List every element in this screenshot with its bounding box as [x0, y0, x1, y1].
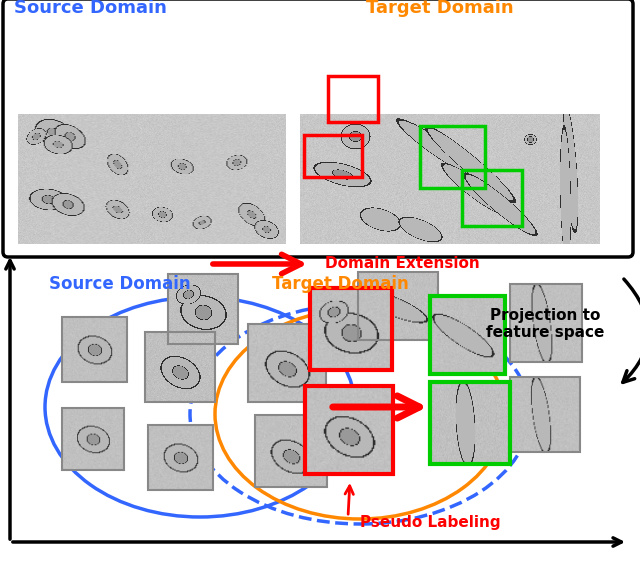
Text: Source Domain: Source Domain: [49, 275, 191, 293]
Text: Domain Extension: Domain Extension: [325, 256, 480, 271]
Bar: [310, 288, 392, 370]
FancyBboxPatch shape: [3, 0, 633, 257]
Bar: [430, 296, 505, 374]
Bar: [358, 272, 438, 340]
Bar: [62, 408, 124, 470]
Text: Pseudo Labeling: Pseudo Labeling: [360, 514, 500, 529]
Bar: [62, 317, 127, 382]
Text: Target Domain: Target Domain: [271, 275, 408, 293]
Text: Source Domain: Source Domain: [13, 0, 166, 17]
Bar: [168, 274, 238, 344]
Bar: [328, 76, 378, 122]
Bar: [255, 415, 327, 487]
Bar: [305, 386, 393, 474]
Bar: [148, 425, 213, 490]
Bar: [430, 382, 510, 464]
Text: Target Domain: Target Domain: [366, 0, 514, 17]
FancyArrowPatch shape: [623, 279, 640, 382]
Text: Projection to
feature space: Projection to feature space: [486, 308, 604, 340]
Bar: [304, 135, 362, 177]
Bar: [248, 324, 326, 402]
Bar: [420, 126, 485, 188]
Bar: [462, 170, 522, 226]
Bar: [510, 284, 582, 362]
Bar: [145, 332, 215, 402]
Bar: [510, 377, 580, 452]
